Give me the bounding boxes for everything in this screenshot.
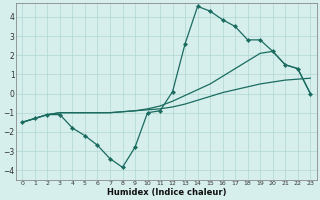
X-axis label: Humidex (Indice chaleur): Humidex (Indice chaleur): [107, 188, 226, 197]
